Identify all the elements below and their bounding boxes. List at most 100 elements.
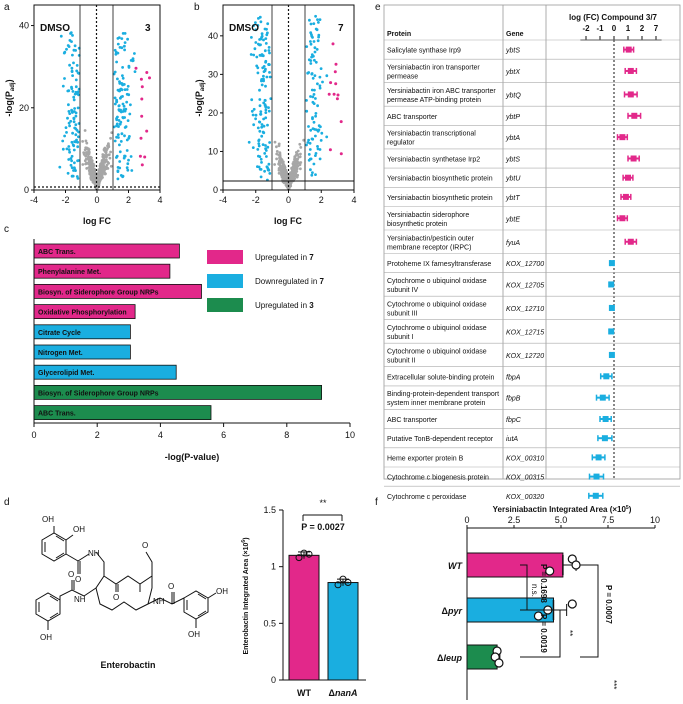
volcano-point-grey bbox=[90, 158, 93, 162]
protein-name: Cytochrome o ubiquinol oxidase bbox=[387, 325, 487, 332]
volcano-point-blue bbox=[319, 67, 323, 70]
volcano-point-blue bbox=[257, 139, 261, 143]
panel-label-b: b bbox=[194, 2, 200, 13]
volcano-point-blue bbox=[260, 161, 263, 164]
volcano-point-blue bbox=[67, 103, 70, 107]
pathway-bar-label: Phenylalanine Met. bbox=[38, 269, 101, 276]
volcano-point-blue bbox=[309, 168, 312, 172]
fc-point bbox=[601, 435, 608, 442]
volcano-point-blue bbox=[253, 47, 257, 51]
volcano-point-grey bbox=[106, 147, 109, 150]
protein-name: Protoheme IX farnesyltransferase bbox=[387, 261, 491, 268]
volcano-point-blue bbox=[259, 112, 263, 116]
volcano-point-blue bbox=[116, 77, 119, 81]
volcano-point-grey bbox=[84, 154, 87, 158]
volcano-point-blue bbox=[309, 128, 313, 132]
gene-name: ybtP bbox=[505, 114, 520, 121]
comparison-label-2: ** bbox=[565, 630, 574, 636]
volcano-point-blue bbox=[311, 171, 314, 175]
volcano-point-blue bbox=[76, 90, 80, 94]
volcano-point-blue bbox=[113, 102, 117, 106]
volcano-point-grey bbox=[293, 169, 297, 173]
volcano-point-blue bbox=[258, 167, 262, 171]
volcano-point-grey bbox=[105, 155, 108, 159]
volcano-point-blue bbox=[115, 100, 119, 104]
fc-point bbox=[619, 134, 626, 141]
volcano-point-blue bbox=[68, 150, 71, 154]
panel-label-a: a bbox=[4, 2, 10, 13]
volcano-point-blue bbox=[305, 143, 308, 147]
fold-change-table: log (FC) Compound 3/7 Protein Gene -2 -1 0… bbox=[383, 4, 681, 501]
volcano-point-blue bbox=[63, 77, 66, 80]
yersiniabactin-category: Δleup bbox=[437, 653, 462, 663]
volcano-point-pink bbox=[333, 70, 337, 74]
volcano-point-grey bbox=[101, 153, 105, 156]
volcano-point-blue bbox=[77, 72, 81, 75]
fc-point bbox=[627, 67, 634, 74]
volcano-point-blue bbox=[258, 43, 261, 47]
volcano-point-blue bbox=[122, 156, 126, 160]
volcano-point-blue bbox=[252, 53, 256, 57]
yersiniabactin-point bbox=[494, 658, 504, 668]
volcano-point-blue bbox=[262, 117, 265, 121]
volcano-b-xlabel: log FC bbox=[274, 216, 302, 226]
volcano-point-grey bbox=[277, 171, 281, 175]
volcano-point-grey bbox=[298, 163, 302, 167]
volcano-point-blue bbox=[262, 101, 266, 105]
volcano-a-title-right: 3 bbox=[145, 23, 151, 34]
fc-point bbox=[622, 193, 629, 200]
gene-name: fbpA bbox=[506, 374, 521, 381]
volcano-point-blue bbox=[71, 90, 75, 93]
comparison-label-1: n.s. bbox=[530, 584, 539, 597]
volcano-point-grey bbox=[101, 159, 105, 163]
volcano-point-blue bbox=[116, 169, 120, 173]
volcano-point-grey bbox=[295, 167, 298, 171]
volcano-point-blue bbox=[74, 114, 78, 118]
volcano-point-blue bbox=[262, 38, 265, 42]
fc-point bbox=[619, 215, 626, 222]
atom-o-2: O bbox=[113, 593, 119, 602]
volcano-point-blue bbox=[123, 154, 126, 158]
volcano-point-blue bbox=[267, 109, 271, 113]
volcano-point-blue bbox=[123, 48, 126, 52]
fc-tick-label: 2 bbox=[640, 24, 645, 33]
volcano-xtick-label: 4 bbox=[351, 195, 356, 205]
volcano-point-blue bbox=[265, 155, 268, 158]
volcano-point-blue bbox=[70, 87, 74, 90]
volcano-point-pink bbox=[148, 76, 151, 80]
volcano-point-pink bbox=[139, 77, 143, 81]
atom-o-1: O bbox=[75, 575, 81, 584]
yersiniabactin-xtick-label: 10 bbox=[650, 515, 660, 525]
panel-label-f: f bbox=[375, 497, 378, 508]
volcano-point-blue bbox=[263, 98, 267, 102]
volcano-point-blue bbox=[73, 107, 76, 110]
panel-label-d: d bbox=[4, 497, 10, 508]
protein-name: subunit IV bbox=[387, 287, 418, 294]
gene-name: ybtX bbox=[505, 69, 520, 76]
volcano-point-pink bbox=[339, 120, 343, 124]
volcano-point-pink bbox=[139, 136, 143, 140]
volcano-point-blue bbox=[314, 152, 318, 155]
volcano-a-ylabel: -log(Padj) bbox=[4, 79, 16, 116]
volcano-point-blue bbox=[127, 66, 131, 69]
volcano-point-blue bbox=[116, 133, 120, 137]
volcano-point-blue bbox=[312, 120, 316, 124]
protein-name: Putative TonB-dependent receptor bbox=[387, 436, 494, 443]
volcano-point-blue bbox=[259, 37, 263, 41]
volcano-point-blue bbox=[263, 152, 267, 155]
fc-point bbox=[592, 492, 599, 499]
volcano-point-grey bbox=[87, 149, 90, 153]
volcano-point-blue bbox=[262, 124, 266, 128]
volcano-point-grey bbox=[282, 164, 285, 168]
volcano-b-ylabel: -log(Padj) bbox=[194, 79, 206, 116]
volcano-point-blue bbox=[72, 98, 76, 102]
protein-name: subunit III bbox=[387, 310, 417, 317]
volcano-point-grey bbox=[82, 151, 86, 155]
protein-name: permease ATP-binding protein bbox=[387, 97, 481, 104]
volcano-point-blue bbox=[65, 147, 69, 151]
enterobactin-point bbox=[334, 581, 342, 589]
fc-point bbox=[602, 416, 609, 422]
volcano-point-grey bbox=[93, 178, 97, 182]
volcano-point-grey bbox=[85, 161, 88, 165]
yersiniabactin-point bbox=[545, 566, 555, 576]
